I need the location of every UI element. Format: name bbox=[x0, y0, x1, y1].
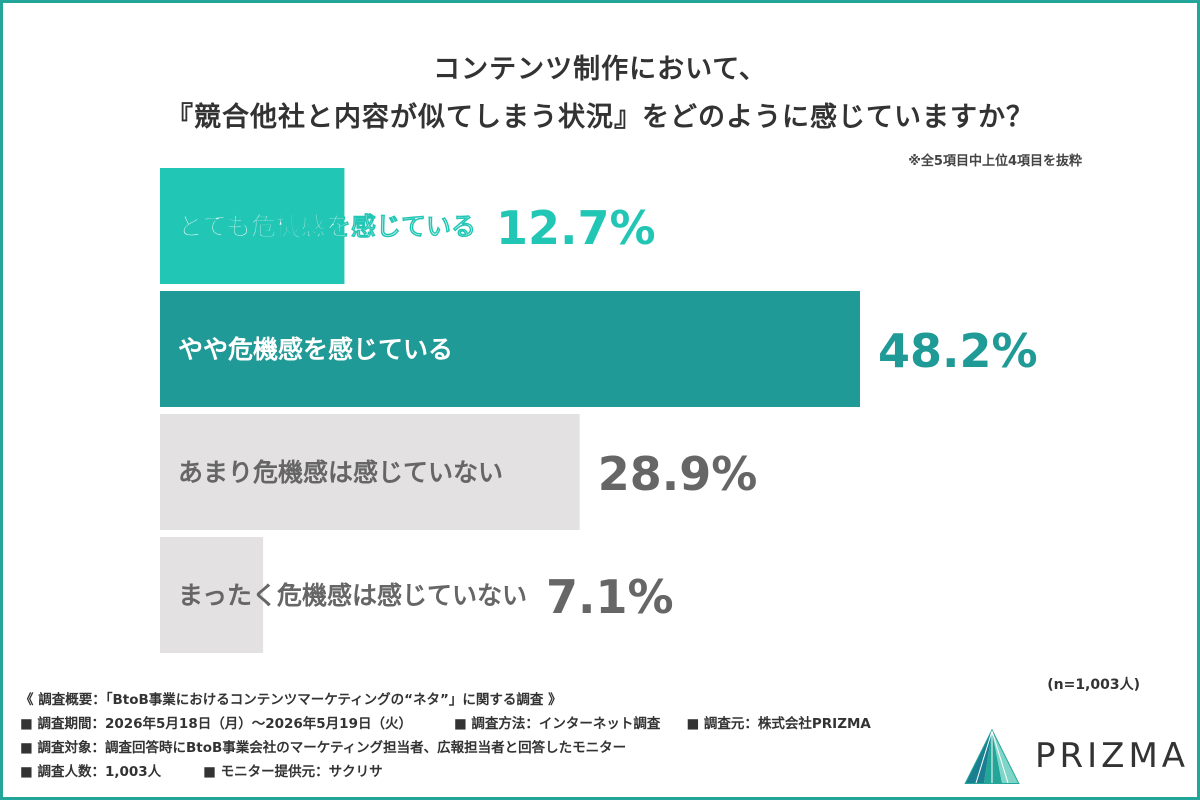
survey-target: ■ 調査対象：調査回答時にBtoB事業会社のマーケティング担当者、広報担当者と回… bbox=[20, 740, 627, 756]
prizma-logo-icon bbox=[964, 728, 1020, 784]
survey-summary: 《 調査概要：「BtoB事業におけるコンテンツマーケティングの“ネタ”」に関する… bbox=[20, 692, 562, 708]
chart-title-line1: コンテンツ制作において、 bbox=[433, 54, 767, 85]
bar-label-3: あまり危機感は感じていない bbox=[178, 458, 503, 487]
sample-size-label: (n=1,003人) bbox=[1047, 677, 1140, 693]
chart-note: ※全5項目中上位4項目を抜粋 bbox=[908, 154, 1082, 169]
survey-provider: ■ モニター提供元：サクリサ bbox=[203, 764, 383, 780]
survey-count: ■ 調査人数：1,003人 bbox=[20, 764, 162, 780]
survey-source: ■ 調査元：株式会社PRIZMA bbox=[686, 716, 871, 732]
survey-period: ■ 調査期間：2026年5月18日（月）～2026年5月19日（火） bbox=[20, 716, 412, 732]
bar-1 bbox=[160, 168, 345, 284]
bar-label-2: やや危機感を感じている bbox=[178, 335, 453, 364]
bar-chart: とても危機感を感じている 12.7% やや危機感を感じている 48.2% あまり危機感は… bbox=[160, 168, 1038, 653]
survey-footer: 《 調査概要：「BtoB事業におけるコンテンツマーケティングの“ネタ”」に関する… bbox=[20, 688, 871, 784]
value-label-2: 48.2% bbox=[878, 324, 1038, 378]
value-label-4: 7.1% bbox=[546, 570, 674, 624]
survey-row-1: ■ 調査期間：2026年5月18日（月）～2026年5月19日（火） ■ 調査方法… bbox=[20, 712, 871, 736]
survey-method: ■ 調査方法：インターネット調査 bbox=[453, 716, 661, 732]
bar-label-1: とても危機感を感じている bbox=[178, 212, 476, 241]
bar-4 bbox=[160, 537, 264, 653]
bar-label-4: まったく危機感は感じていない bbox=[178, 581, 527, 610]
chart-title-line2: 『競合他社と内容が似てしまう状況』をどのように感じていますか？ bbox=[166, 102, 1034, 133]
prizma-logo-text: PRIZMA bbox=[1035, 736, 1190, 776]
bar-2 bbox=[160, 291, 860, 407]
value-label-3: 28.9% bbox=[598, 447, 758, 501]
survey-row-3: ■ 調査人数：1,003人 ■ モニター提供元：サクリサ bbox=[20, 760, 871, 784]
value-label-1: 12.7% bbox=[496, 201, 656, 255]
bar-3 bbox=[160, 414, 580, 530]
